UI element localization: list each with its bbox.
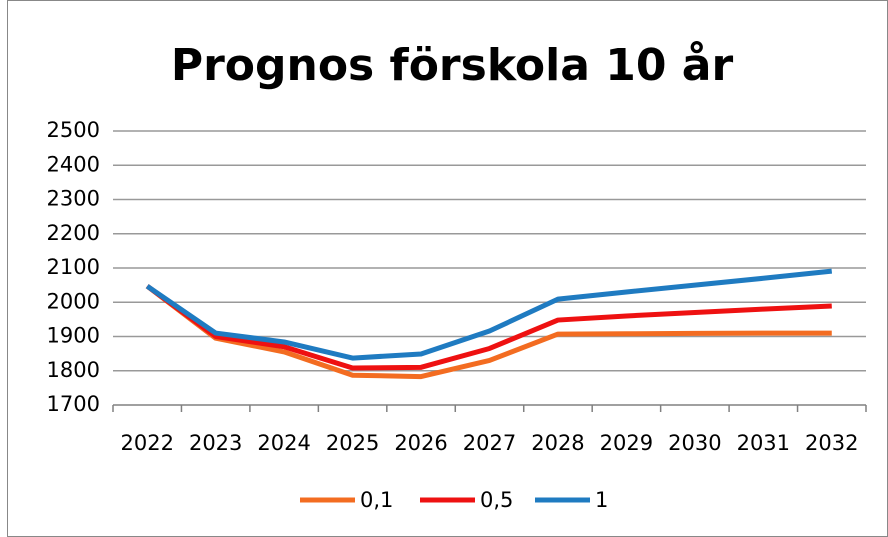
x-tick-label: 2029	[600, 431, 653, 455]
y-tick-label: 2400	[47, 152, 100, 176]
x-tick-label: 2022	[121, 431, 174, 455]
x-tick-label: 2027	[463, 431, 516, 455]
x-tick-label: 2032	[805, 431, 858, 455]
y-tick-label: 1800	[47, 358, 100, 382]
y-tick-label: 1700	[47, 392, 100, 416]
x-tick-label: 2023	[189, 431, 242, 455]
y-tick-label: 2200	[47, 221, 100, 245]
x-tick-label: 2031	[737, 431, 790, 455]
series-line	[145, 284, 832, 380]
x-tick-label: 2028	[531, 431, 584, 455]
legend-label: 0,5	[480, 488, 513, 512]
y-tick-label: 2500	[47, 118, 100, 142]
x-tick-label: 2024	[257, 431, 310, 455]
y-tick-label: 1900	[47, 324, 100, 348]
legend-label: 0,1	[360, 488, 393, 512]
chart-title: Prognos förskola 10 år	[171, 40, 734, 91]
x-tick-label: 2025	[326, 431, 379, 455]
y-tick-label: 2000	[47, 289, 100, 313]
legend-label: 1	[595, 488, 608, 512]
series-line	[145, 284, 832, 371]
y-tick-label: 2100	[47, 255, 100, 279]
series-line	[145, 268, 833, 361]
x-tick-label: 2030	[668, 431, 721, 455]
x-tick-label: 2026	[394, 431, 447, 455]
y-tick-label: 2300	[47, 187, 100, 211]
